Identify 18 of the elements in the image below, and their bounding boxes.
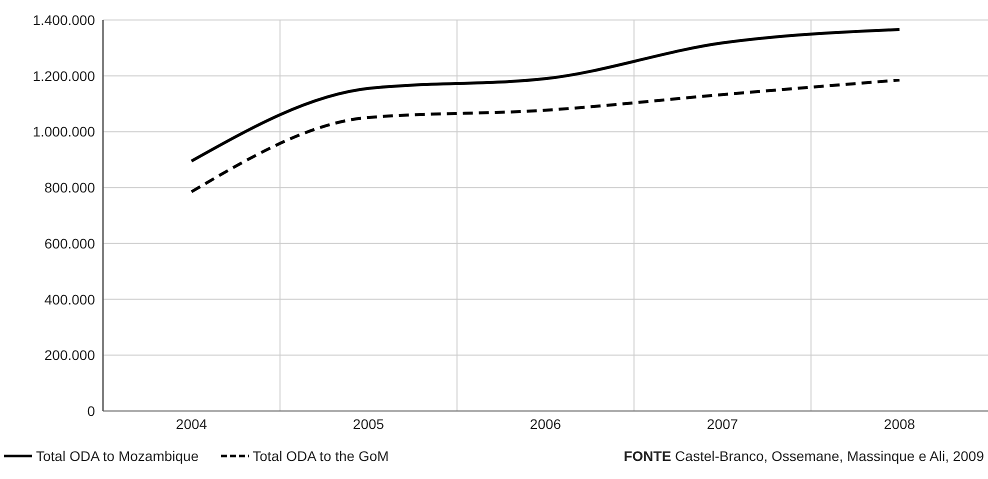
legend-label: Total ODA to Mozambique	[36, 448, 199, 464]
y-tick-label: 0	[87, 403, 96, 419]
y-tick-label: 600.000	[44, 235, 96, 252]
line-series	[190, 78, 901, 194]
y-tick-label: 200.000	[44, 347, 96, 364]
legend-label: Total ODA to the GoM	[252, 448, 389, 464]
x-tick-label: 2005	[352, 416, 384, 432]
source-note: FONTE Castel-Branco, Ossemane, Massinque e Ali, 2009	[624, 448, 984, 464]
x-tick-label: 2008	[884, 416, 916, 432]
y-tick-label: 1.400.000	[32, 12, 96, 28]
x-tick-label: 2006	[530, 416, 562, 432]
y-tick-label: 1.000.000	[32, 124, 96, 140]
line-series	[190, 28, 901, 163]
y-tick-label: 800.000	[44, 180, 96, 196]
x-tick-label: 2007	[706, 416, 738, 432]
x-tick-label: 2004	[176, 416, 208, 432]
y-tick-label: 1.200.000	[32, 68, 96, 84]
y-tick-label: 400.000	[44, 291, 96, 308]
